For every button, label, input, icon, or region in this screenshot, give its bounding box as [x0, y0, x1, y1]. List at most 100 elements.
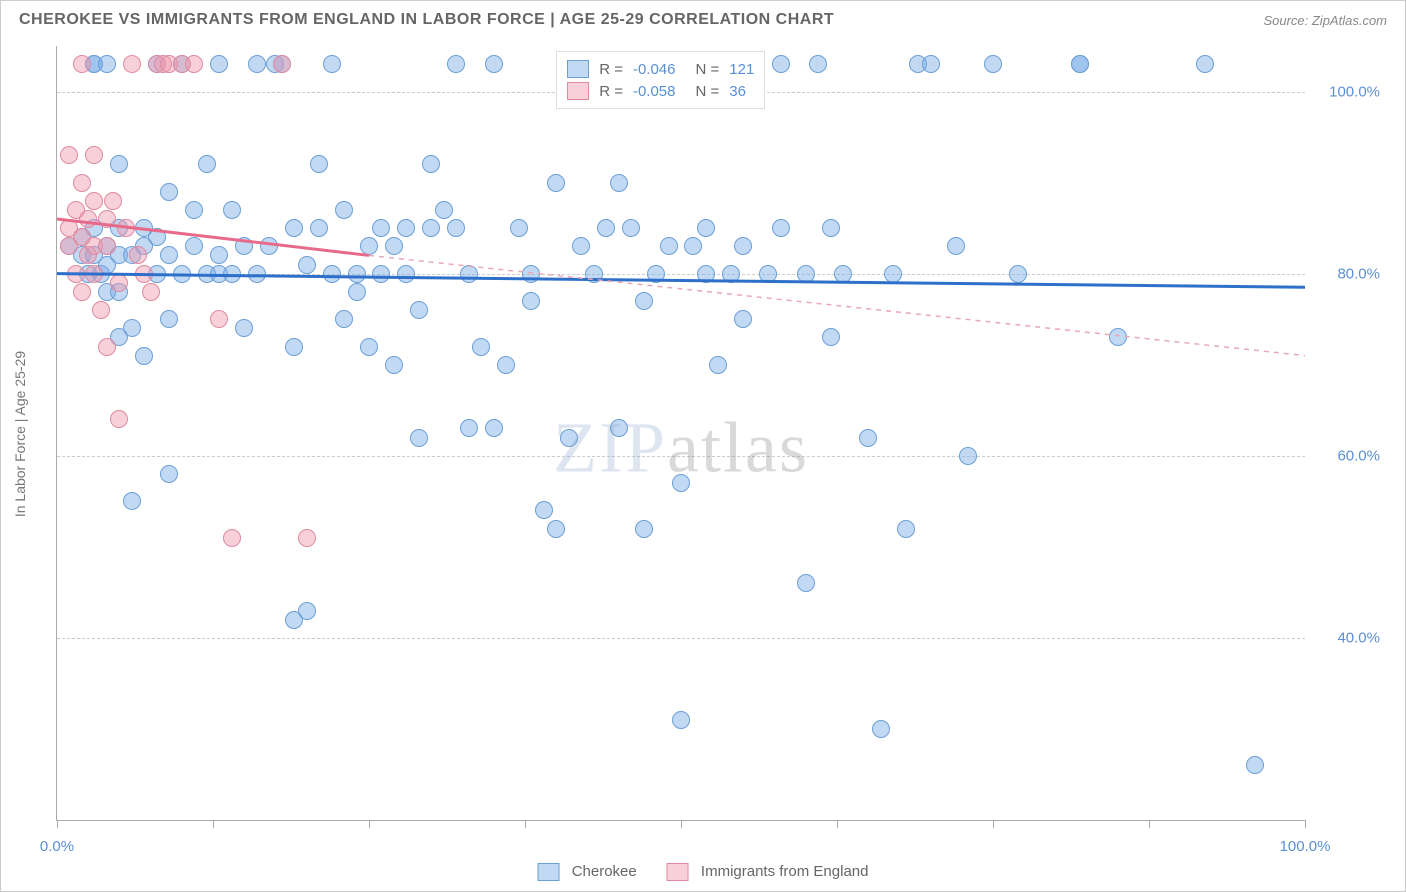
data-point	[104, 192, 122, 210]
data-point	[597, 219, 615, 237]
data-point	[123, 55, 141, 73]
data-point	[98, 210, 116, 228]
data-point	[635, 292, 653, 310]
data-point	[273, 55, 291, 73]
data-point	[135, 265, 153, 283]
legend-item-cherokee: Cherokee	[538, 863, 637, 881]
x-tick	[1305, 820, 1306, 828]
data-point	[809, 55, 827, 73]
data-point	[897, 520, 915, 538]
swatch-cherokee	[538, 863, 560, 881]
data-point	[148, 228, 166, 246]
data-point	[73, 283, 91, 301]
data-point	[772, 55, 790, 73]
data-point	[235, 237, 253, 255]
data-point	[85, 192, 103, 210]
data-point	[822, 219, 840, 237]
gridline	[57, 456, 1305, 457]
data-point	[223, 201, 241, 219]
data-point	[772, 219, 790, 237]
data-point	[335, 310, 353, 328]
data-point	[535, 501, 553, 519]
trend-line	[57, 46, 1305, 820]
legend-r-label: R =	[599, 61, 623, 78]
data-point	[722, 265, 740, 283]
legend-swatch	[567, 60, 589, 78]
data-point	[460, 265, 478, 283]
x-tick-label: 100.0%	[1280, 838, 1331, 855]
data-point	[697, 265, 715, 283]
data-point	[285, 338, 303, 356]
data-point	[610, 419, 628, 437]
data-point	[323, 55, 341, 73]
y-tick-label: 60.0%	[1337, 447, 1380, 464]
data-point	[684, 237, 702, 255]
data-point	[1246, 756, 1264, 774]
data-point	[1071, 55, 1089, 73]
data-point	[73, 55, 91, 73]
data-point	[248, 265, 266, 283]
data-point	[410, 429, 428, 447]
bottom-legend: Cherokee Immigrants from England	[538, 863, 869, 881]
data-point	[410, 301, 428, 319]
data-point	[160, 310, 178, 328]
data-point	[422, 219, 440, 237]
data-point	[129, 246, 147, 264]
data-point	[834, 265, 852, 283]
data-point	[547, 520, 565, 538]
data-point	[60, 146, 78, 164]
data-point	[522, 292, 540, 310]
data-point	[223, 529, 241, 547]
legend-n-value: 121	[729, 61, 754, 78]
legend-r-label: R =	[599, 83, 623, 100]
data-point	[622, 219, 640, 237]
data-point	[884, 265, 902, 283]
legend-r-value: -0.058	[633, 83, 676, 100]
y-tick-label: 100.0%	[1329, 83, 1380, 100]
data-point	[547, 174, 565, 192]
data-point	[67, 265, 85, 283]
legend-r-value: -0.046	[633, 61, 676, 78]
data-point	[1009, 265, 1027, 283]
x-tick	[681, 820, 682, 828]
data-point	[260, 237, 278, 255]
data-point	[98, 338, 116, 356]
data-point	[73, 174, 91, 192]
gridline	[57, 274, 1305, 275]
data-point	[372, 219, 390, 237]
data-point	[510, 219, 528, 237]
data-point	[734, 237, 752, 255]
x-tick	[993, 820, 994, 828]
data-point	[160, 246, 178, 264]
trend-line	[57, 46, 1305, 820]
correlation-legend: R =-0.046N =121R =-0.058N =36	[556, 51, 765, 109]
data-point	[110, 274, 128, 292]
data-point	[298, 602, 316, 620]
data-point	[98, 55, 116, 73]
watermark-atlas: atlas	[667, 408, 809, 488]
x-tick	[837, 820, 838, 828]
data-point	[142, 283, 160, 301]
x-tick	[213, 820, 214, 828]
data-point	[372, 265, 390, 283]
data-point	[572, 237, 590, 255]
data-point	[210, 310, 228, 328]
data-point	[385, 237, 403, 255]
legend-n-label: N =	[696, 61, 720, 78]
data-point	[310, 155, 328, 173]
trend-line	[57, 46, 1305, 820]
data-point	[285, 219, 303, 237]
data-point	[310, 219, 328, 237]
data-point	[822, 328, 840, 346]
data-point	[110, 410, 128, 428]
data-point	[397, 265, 415, 283]
data-point	[92, 301, 110, 319]
data-point	[110, 155, 128, 173]
data-point	[360, 237, 378, 255]
y-axis-label: In Labor Force | Age 25-29	[12, 350, 28, 516]
legend-item-england: Immigrants from England	[667, 863, 869, 881]
legend-row: R = -0.046 N = 121	[567, 58, 754, 80]
data-point	[135, 347, 153, 365]
data-point	[872, 720, 890, 738]
y-tick-label: 80.0%	[1337, 265, 1380, 282]
